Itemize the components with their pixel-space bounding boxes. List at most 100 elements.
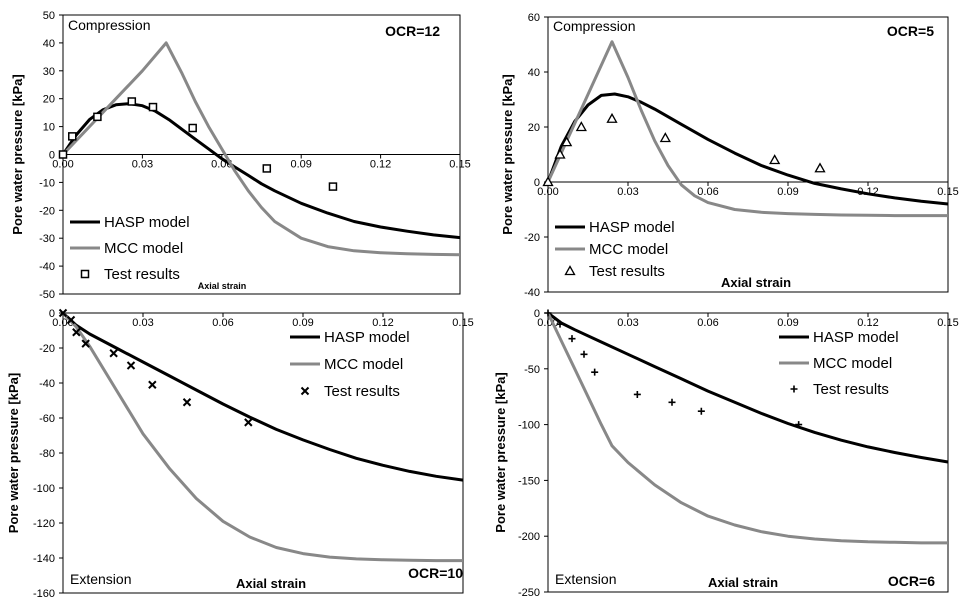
legend-label: Test results xyxy=(104,266,180,283)
x-tick-label: 0.06 xyxy=(212,317,233,329)
legend-marker xyxy=(300,386,310,396)
y-tick-label: 60 xyxy=(528,12,540,24)
x-tick-label: 0.03 xyxy=(132,317,153,329)
x-axis-title: Axial strain xyxy=(236,576,306,591)
plot-frame xyxy=(547,312,949,593)
legend: HASP model MCC model Test results xyxy=(70,214,190,283)
ocr-label: OCR=6 xyxy=(888,573,935,589)
plot-frame xyxy=(547,16,949,293)
series-line-hasp-model xyxy=(547,311,949,464)
x-tick-label: 0.12 xyxy=(857,317,878,329)
data-point xyxy=(568,335,576,343)
legend-label: HASP model xyxy=(813,329,899,346)
ocr-label: OCR=12 xyxy=(385,23,440,39)
legend-label: MCC model xyxy=(104,240,183,257)
y-tick-label: -80 xyxy=(39,448,55,460)
x-tick-label: 0.03 xyxy=(617,317,638,329)
data-point xyxy=(659,132,671,143)
legend-label: Test results xyxy=(589,263,665,280)
legend: HASP model MCC model Test results xyxy=(779,329,899,398)
y-tick-label: 40 xyxy=(43,38,55,50)
y-tick-label: 50 xyxy=(43,10,55,22)
plot-frame xyxy=(62,312,464,594)
y-tick-label: 10 xyxy=(43,122,55,134)
x-tick-label: 0.09 xyxy=(292,317,313,329)
data-point xyxy=(542,176,554,187)
data-point xyxy=(58,150,68,159)
legend: HASP model MCC model Test results xyxy=(555,219,675,280)
x-tick-label: 0.06 xyxy=(697,317,718,329)
y-tick-label: 30 xyxy=(43,66,55,78)
data-point xyxy=(262,164,272,173)
y-tick-label: -200 xyxy=(518,531,540,543)
y-tick-label: 0 xyxy=(49,308,55,320)
data-point xyxy=(795,421,803,429)
y-tick-label: -10 xyxy=(39,177,55,189)
y-tick-label: -40 xyxy=(39,261,55,273)
data-point xyxy=(58,308,68,318)
data-point xyxy=(148,102,158,112)
legend-label: HASP model xyxy=(589,219,675,236)
data-point xyxy=(561,136,573,147)
panel-label: Compression xyxy=(553,18,635,34)
y-tick-label: -160 xyxy=(33,588,55,598)
data-point xyxy=(554,148,566,159)
y-tick-label: -150 xyxy=(518,475,540,487)
legend-marker xyxy=(80,269,90,279)
y-tick-label: -20 xyxy=(39,205,55,217)
data-point xyxy=(328,182,338,191)
x-tick-label: 0.09 xyxy=(777,186,798,198)
y-tick-label: -40 xyxy=(524,287,540,299)
x-axis-title: Axial strain xyxy=(198,281,247,291)
data-point xyxy=(72,328,81,337)
chart-panel-1: 0.00 0.03 0.06 0.09 0.12 0.15-50-40-30-20-100… xyxy=(10,10,471,301)
y-tick-label: -20 xyxy=(524,232,540,244)
x-tick-label: 0.15 xyxy=(937,186,958,198)
chart-panel-4: 0.00 0.03 0.06 0.09 0.12 0.15-250-200-150-100… xyxy=(493,308,959,598)
panel-label: Compression xyxy=(68,17,150,33)
ocr-label: OCR=10 xyxy=(408,565,463,581)
x-tick-label: 0.09 xyxy=(290,159,311,171)
chart-panel-2: 0.00 0.03 0.06 0.09 0.12 0.15-40-200204060Por… xyxy=(500,12,959,299)
legend: HASP model MCC model Test results xyxy=(290,329,410,400)
y-axis-title: Pore water pressure [kPa] xyxy=(493,372,508,532)
data-point xyxy=(126,361,136,370)
x-tick-label: 0.12 xyxy=(372,317,393,329)
y-tick-label: 20 xyxy=(528,122,540,134)
y-tick-label: -100 xyxy=(518,420,540,432)
y-axis-title: Pore water pressure [kPa] xyxy=(6,373,21,533)
y-tick-label: 0 xyxy=(534,308,540,320)
y-tick-label: -120 xyxy=(33,518,55,530)
y-axis-title: Pore water pressure [kPa] xyxy=(500,74,515,234)
data-point xyxy=(697,407,705,415)
x-tick-label: 0.15 xyxy=(937,317,958,329)
series-line-mcc-model xyxy=(61,41,461,257)
y-tick-label: 40 xyxy=(528,67,540,79)
series-line-hasp-model xyxy=(546,92,949,206)
data-point xyxy=(769,154,781,165)
x-tick-label: 0.09 xyxy=(777,317,798,329)
x-tick-label: 0.06 xyxy=(697,186,718,198)
legend-label: MCC model xyxy=(589,241,668,258)
data-point xyxy=(591,368,599,376)
series-line-mcc-model xyxy=(61,311,463,563)
data-point xyxy=(68,132,77,141)
data-point xyxy=(93,112,102,122)
data-point xyxy=(606,112,618,123)
data-point xyxy=(127,97,137,106)
legend-label: MCC model xyxy=(813,355,892,372)
data-point xyxy=(580,350,588,358)
y-tick-label: -50 xyxy=(524,364,540,376)
panel-label: Extension xyxy=(70,571,131,587)
legend-marker xyxy=(790,385,798,393)
y-tick-label: -60 xyxy=(39,413,55,425)
data-point xyxy=(556,320,564,328)
series-line-hasp-model xyxy=(61,311,464,482)
data-point xyxy=(182,398,192,407)
x-tick-label: 0.00 xyxy=(52,159,73,171)
y-tick-label: -30 xyxy=(39,233,55,245)
x-tick-label: 0.15 xyxy=(449,159,470,171)
legend-marker xyxy=(564,265,576,276)
y-tick-label: -40 xyxy=(39,378,55,390)
